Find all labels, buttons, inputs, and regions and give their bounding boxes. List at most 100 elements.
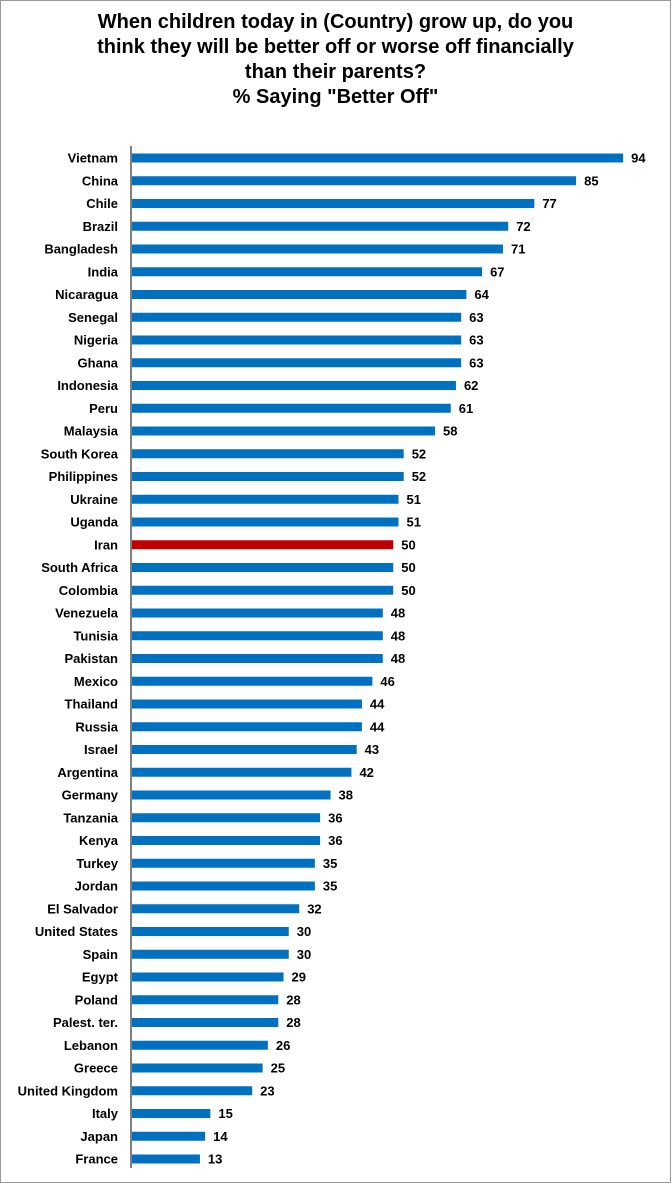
category-label-palest-ter: Palest. ter. [53,1015,118,1030]
bar-united-states [132,927,289,936]
bar-ghana [132,358,462,368]
value-label-bangladesh: 71 [511,242,525,257]
value-label-egypt: 29 [292,970,306,985]
category-label-bangladesh: Bangladesh [44,242,118,257]
bar-philippines [132,472,404,481]
bars-group: Vietnam 94 China 85 Chile 77 Brazil 72 Banglades… [18,151,647,1167]
value-label-poland: 28 [286,992,300,1007]
category-label-argentina: Argentina [57,765,118,780]
bar-el-salvador [132,904,300,914]
value-label-italy: 15 [218,1106,232,1121]
category-label-japan: Japan [80,1129,118,1144]
category-label-jordan: Jordan [75,879,118,894]
category-label-lebanon: Lebanon [64,1038,118,1053]
value-label-brazil: 72 [516,219,530,234]
category-label-malaysia: Malaysia [64,424,119,439]
bar-uganda [132,517,399,527]
chart-title: When children today in (Country) grow up… [0,10,671,110]
value-label-china: 85 [584,173,598,188]
category-label-turkey: Turkey [76,856,118,871]
category-label-vietnam: Vietnam [68,151,118,166]
value-label-turkey: 35 [323,856,337,871]
value-label-nigeria: 63 [469,333,483,348]
category-label-germany: Germany [62,788,119,803]
value-label-argentina: 42 [359,765,373,780]
bar-india [132,267,483,277]
category-label-senegal: Senegal [68,310,118,325]
value-label-south-korea: 52 [412,446,426,461]
bar-japan [132,1131,206,1141]
bar-china [132,176,577,186]
bar-chile [132,199,535,208]
value-label-indonesia: 62 [464,378,478,393]
category-label-venezuela: Venezuela [55,606,119,621]
chart-title-line-2: think they will be better off or worse o… [97,36,574,58]
bar-egypt [132,972,284,982]
bar-italy [132,1109,211,1118]
category-label-ukraine: Ukraine [70,492,118,507]
category-label-tunisia: Tunisia [73,628,118,643]
bar-venezuela [132,608,383,618]
category-label-colombia: Colombia [59,583,119,598]
value-label-south-africa: 50 [401,560,415,575]
value-label-vietnam: 94 [631,151,646,166]
bar-bangladesh [132,244,503,254]
value-label-united-states: 30 [297,924,311,939]
category-label-chile: Chile [86,196,118,211]
category-label-russia: Russia [75,719,118,734]
bar-france [132,1154,200,1164]
value-label-india: 67 [490,264,504,279]
bar-argentina [132,767,352,777]
bar-peru [132,403,451,413]
bar-senegal [132,312,462,322]
bar-turkey [132,858,315,868]
category-label-france: France [75,1152,118,1167]
bar-south-africa [132,563,394,572]
category-label-egypt: Egypt [82,970,119,985]
bar-greece [132,1063,263,1073]
category-label-united-kingdom: United Kingdom [18,1083,118,1098]
bar-tunisia [132,631,383,641]
category-label-peru: Peru [89,401,118,416]
category-label-philippines: Philippines [49,469,118,484]
category-label-ghana: Ghana [78,355,119,370]
bar-lebanon [132,1040,268,1050]
category-label-uganda: Uganda [70,515,118,530]
bar-nigeria [132,335,462,345]
bar-ukraine [132,494,399,504]
bar-united-kingdom [132,1086,253,1096]
value-label-france: 13 [208,1152,222,1167]
bar-jordan [132,881,315,891]
value-label-mexico: 46 [380,674,394,689]
category-label-italy: Italy [92,1106,119,1121]
value-label-chile: 77 [542,196,556,211]
category-label-spain: Spain [83,947,118,962]
value-label-ukraine: 51 [406,492,420,507]
value-label-lebanon: 26 [276,1038,290,1053]
value-label-palest-ter: 28 [286,1015,300,1030]
bar-israel [132,745,357,754]
bar-vietnam [132,153,624,163]
category-label-india: India [88,264,119,279]
value-label-malaysia: 58 [443,424,457,439]
value-label-peru: 61 [459,401,473,416]
chart-title-line-3: than their parents? [244,61,427,83]
bar-brazil [132,221,509,231]
value-label-russia: 44 [370,719,385,734]
bar-south-korea [132,449,404,459]
value-label-tunisia: 48 [391,628,405,643]
bar-thailand [132,699,362,709]
category-label-south-korea: South Korea [41,446,119,461]
bar-malaysia [132,426,436,436]
value-label-united-kingdom: 23 [260,1083,274,1098]
value-label-venezuela: 48 [391,606,405,621]
value-label-jordan: 35 [323,879,337,894]
value-label-philippines: 52 [412,469,426,484]
category-label-tanzania: Tanzania [63,810,118,825]
value-label-ghana: 63 [469,355,483,370]
category-label-brazil: Brazil [83,219,118,234]
category-label-israel: Israel [84,742,118,757]
category-label-united-states: United States [35,924,118,939]
category-label-south-africa: South Africa [41,560,119,575]
